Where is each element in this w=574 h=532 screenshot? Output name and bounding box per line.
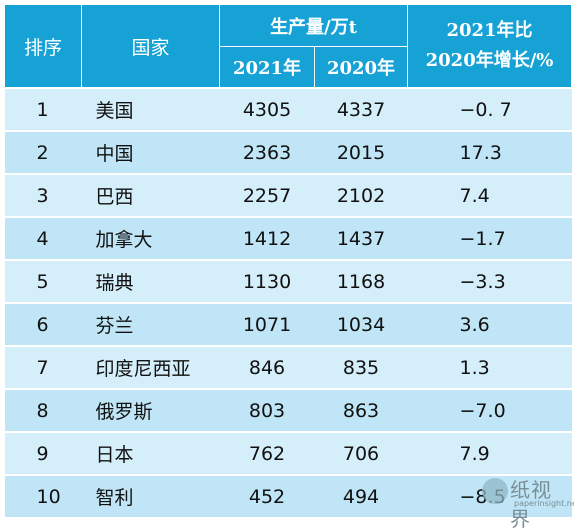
watermark-logo: 纸视界 paperinsight.net: [482, 474, 574, 531]
table-row: 9 日本 762 706 7.9: [4, 431, 572, 475]
production-2021-cell: 2363: [219, 130, 315, 174]
production-2020-cell: 494: [314, 474, 408, 517]
table-row: 2 中国 2363 2015 17.3: [4, 130, 572, 174]
header-year-2021: 2021年: [219, 46, 315, 89]
rank-cell: 8: [4, 388, 82, 432]
country-cell: 印度尼西亚: [81, 345, 220, 389]
change-cell: 17.3: [407, 130, 572, 174]
header-production: 生产量/万t: [218, 4, 409, 47]
rank-cell: 4: [4, 216, 82, 260]
header-change: 2021年比 2020年增长/%: [407, 4, 573, 89]
production-2020-cell: 2102: [314, 173, 408, 217]
production-table: 排序 国家 生产量/万t 2021年比 2020年增长/% 2021年 2020…: [4, 4, 573, 517]
production-2020-cell: 1437: [314, 216, 408, 260]
production-2021-cell: 1130: [219, 259, 315, 303]
production-2021-cell: 1071: [219, 302, 315, 346]
country-cell: 巴西: [81, 173, 220, 217]
production-2020-cell: 2015: [314, 130, 408, 174]
table-body: 1 美国 4305 4337 −0. 7 2 中国 2363 2015 17.3 3 巴西 2257 21…: [4, 87, 572, 517]
production-2020-cell: 4337: [314, 87, 408, 131]
production-2020-cell: 863: [314, 388, 408, 432]
country-cell: 瑞典: [81, 259, 220, 303]
rank-cell: 1: [4, 87, 82, 131]
production-2021-cell: 846: [219, 345, 315, 389]
production-2020-cell: 835: [314, 345, 408, 389]
production-2021-cell: 762: [219, 431, 315, 475]
production-2021-cell: 4305: [219, 87, 315, 131]
rank-cell: 5: [4, 259, 82, 303]
header-change-line1: 2021年比: [446, 20, 533, 41]
country-cell: 俄罗斯: [81, 388, 220, 432]
country-cell: 中国: [81, 130, 220, 174]
country-cell: 芬兰: [81, 302, 220, 346]
change-cell: 3.6: [407, 302, 572, 346]
table-row: 3 巴西 2257 2102 7.4: [4, 173, 572, 217]
watermark-subtext: paperinsight.net: [514, 499, 574, 508]
table-row: 8 俄罗斯 803 863 −7.0: [4, 388, 572, 432]
change-cell: −7.0: [407, 388, 572, 432]
table-row: 5 瑞典 1130 1168 −3.3: [4, 259, 572, 303]
header-change-line2: 2020年增长/%: [425, 50, 554, 71]
change-cell: 1.3: [407, 345, 572, 389]
production-2020-cell: 1034: [314, 302, 408, 346]
production-2021-cell: 803: [219, 388, 315, 432]
change-cell: −0. 7: [407, 87, 572, 131]
watermark-icon: [482, 478, 508, 504]
header-country: 国家: [81, 4, 220, 89]
header-year-2020: 2020年: [313, 46, 409, 89]
change-cell: −1.7: [407, 216, 572, 260]
rank-cell: 10: [4, 474, 82, 517]
change-cell: 7.4: [407, 173, 572, 217]
table-row: 4 加拿大 1412 1437 −1.7: [4, 216, 572, 260]
rank-cell: 9: [4, 431, 82, 475]
country-cell: 美国: [81, 87, 220, 131]
change-cell: 7.9: [407, 431, 572, 475]
production-2021-cell: 2257: [219, 173, 315, 217]
production-2020-cell: 706: [314, 431, 408, 475]
table-row: 1 美国 4305 4337 −0. 7: [4, 87, 572, 131]
production-2021-cell: 452: [219, 474, 315, 517]
rank-cell: 7: [4, 345, 82, 389]
change-cell: −3.3: [407, 259, 572, 303]
rank-cell: 3: [4, 173, 82, 217]
production-2021-cell: 1412: [219, 216, 315, 260]
table-row: 7 印度尼西亚 846 835 1.3: [4, 345, 572, 389]
rank-cell: 2: [4, 130, 82, 174]
rank-cell: 6: [4, 302, 82, 346]
country-cell: 日本: [81, 431, 220, 475]
country-cell: 智利: [81, 474, 220, 517]
production-2020-cell: 1168: [314, 259, 408, 303]
table-row: 6 芬兰 1071 1034 3.6: [4, 302, 572, 346]
country-cell: 加拿大: [81, 216, 220, 260]
header-rank: 排序: [4, 4, 82, 89]
